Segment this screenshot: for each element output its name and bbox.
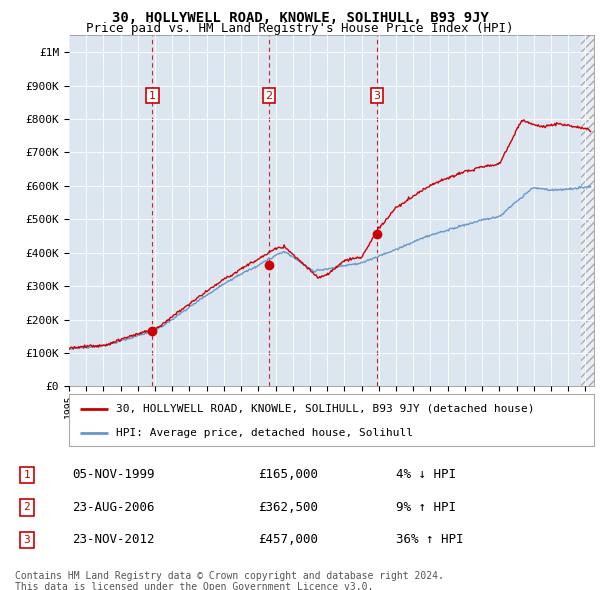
Text: 9% ↑ HPI: 9% ↑ HPI bbox=[396, 501, 456, 514]
Bar bbox=[581, 35, 594, 386]
Text: £362,500: £362,500 bbox=[258, 501, 318, 514]
Text: 2: 2 bbox=[265, 91, 272, 100]
Text: 05-NOV-1999: 05-NOV-1999 bbox=[72, 468, 155, 481]
Text: £457,000: £457,000 bbox=[258, 533, 318, 546]
Text: 23-AUG-2006: 23-AUG-2006 bbox=[72, 501, 155, 514]
Text: 30, HOLLYWELL ROAD, KNOWLE, SOLIHULL, B93 9JY (detached house): 30, HOLLYWELL ROAD, KNOWLE, SOLIHULL, B9… bbox=[116, 404, 535, 414]
Text: 1: 1 bbox=[149, 91, 156, 100]
Text: 36% ↑ HPI: 36% ↑ HPI bbox=[396, 533, 464, 546]
Text: Contains HM Land Registry data © Crown copyright and database right 2024.
This d: Contains HM Land Registry data © Crown c… bbox=[15, 571, 444, 590]
Text: 23-NOV-2012: 23-NOV-2012 bbox=[72, 533, 155, 546]
Text: 30, HOLLYWELL ROAD, KNOWLE, SOLIHULL, B93 9JY: 30, HOLLYWELL ROAD, KNOWLE, SOLIHULL, B9… bbox=[112, 11, 488, 25]
Text: Price paid vs. HM Land Registry's House Price Index (HPI): Price paid vs. HM Land Registry's House … bbox=[86, 22, 514, 35]
Text: £165,000: £165,000 bbox=[258, 468, 318, 481]
Text: 3: 3 bbox=[374, 91, 380, 100]
Text: HPI: Average price, detached house, Solihull: HPI: Average price, detached house, Soli… bbox=[116, 428, 413, 438]
Text: 4% ↓ HPI: 4% ↓ HPI bbox=[396, 468, 456, 481]
Bar bbox=[581, 35, 594, 386]
Text: 2: 2 bbox=[23, 503, 31, 512]
Text: 3: 3 bbox=[23, 535, 31, 545]
Text: 1: 1 bbox=[23, 470, 31, 480]
